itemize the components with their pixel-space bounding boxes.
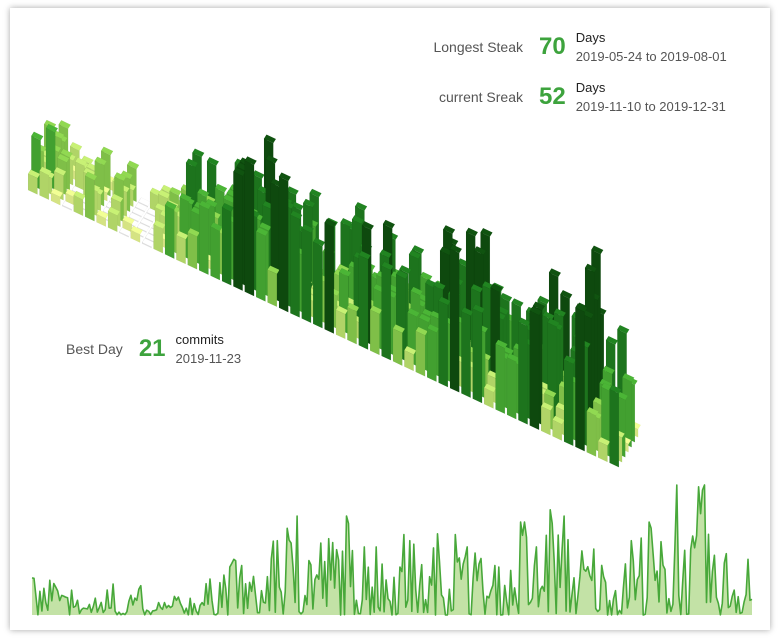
calendar-bar: [96, 209, 109, 227]
calendar-bar: [210, 221, 223, 281]
calendar-bar: [107, 206, 121, 233]
calendar-bar: [62, 200, 75, 211]
calendar-bar: [404, 345, 417, 372]
calendar-bar: [84, 171, 98, 222]
calendar-bar: [495, 339, 508, 415]
calendar-bar: [130, 225, 143, 243]
best-day-date: 2019-11-23: [175, 351, 242, 366]
calendar-bar: [255, 226, 269, 302]
calendar-bar: [586, 406, 599, 457]
longest-streak-range: 2019-05-24 to 2019-08-01: [575, 49, 727, 64]
commits-area-fill: [32, 485, 752, 615]
calendar-bar: [563, 354, 577, 447]
calendar-bar: [27, 168, 41, 195]
longest-streak-unit: Days: [575, 30, 606, 45]
calendar-bar: [449, 243, 463, 393]
calendar-bar: [335, 305, 349, 340]
calendar-bar: [483, 382, 497, 409]
longest-streak-label: Longest Steak: [433, 39, 523, 55]
calendar-bar: [461, 306, 474, 399]
calendar-bar: [198, 200, 212, 276]
calendar-bar: [233, 166, 246, 292]
calendar-bar: [143, 212, 156, 223]
calendar-bar: [164, 200, 178, 260]
calendar-bar: [244, 155, 257, 297]
calendar-bar: [369, 304, 383, 356]
calendar-bar: [138, 196, 151, 208]
calendar-bar: [518, 316, 531, 425]
calendar-bar: [153, 219, 166, 254]
isometric-calendar-chart: [27, 119, 641, 468]
calendar-bar: [392, 323, 406, 367]
calendar-bar: [94, 156, 107, 207]
calendar-bar: [426, 323, 440, 383]
calendar-bar: [176, 230, 189, 265]
calendar-bar: [415, 326, 428, 377]
calendar-bar: [552, 415, 565, 441]
calendar-bar: [267, 264, 280, 308]
contribution-chart-frame: Longest Steak 70 Days 2019-05-24 to 2019…: [10, 8, 770, 630]
calendar-bar: [50, 187, 64, 206]
commits-line: [31, 484, 753, 616]
calendar-bar: [290, 210, 303, 318]
calendar-bar: [122, 214, 135, 233]
longest-streak-stat: Longest Steak 70 Days 2019-05-24 to 2019…: [410, 30, 727, 64]
calendar-bar: [140, 217, 153, 228]
calendar-bar: [136, 222, 150, 233]
calendar-bar: [347, 302, 360, 345]
calendar-bar: [381, 261, 394, 361]
calendar-bar: [490, 282, 503, 399]
calendar-bar: [575, 302, 588, 452]
calendar-bar: [278, 171, 292, 313]
calendar-bar: [597, 436, 611, 463]
calendar-bar: [141, 237, 155, 249]
current-streak-stat: current Sreak 52 Days 2019-11-10 to 2019…: [410, 80, 726, 114]
best-day-stat: Best Day 21 commits 2019-11-23: [66, 332, 241, 366]
calendar-bar: [128, 211, 142, 223]
calendar-bar: [301, 223, 314, 324]
longest-streak-value: 70: [539, 33, 566, 60]
best-day-label: Best Day: [66, 341, 123, 357]
best-day-value: 21: [138, 335, 166, 362]
calendar-bar: [187, 227, 200, 270]
calendar-bar: [73, 190, 86, 217]
calendar-bar: [324, 217, 337, 334]
calendar-bar: [358, 250, 371, 350]
calendar-bar: [540, 401, 554, 436]
current-streak-value: 52: [539, 83, 566, 110]
current-streak-label: current Sreak: [438, 89, 523, 105]
calendar-bar: [438, 295, 451, 388]
best-day-unit: commits: [175, 332, 224, 347]
calendar-bar: [39, 166, 52, 201]
calendar-bar: [221, 202, 235, 286]
calendar-bar: [506, 352, 520, 420]
daily-commits-area-chart: [31, 484, 753, 616]
calendar-bar: [472, 303, 485, 404]
calendar-bar: [119, 226, 132, 238]
calendar-bar: [529, 305, 542, 431]
current-streak-unit: Days: [575, 80, 606, 95]
calendar-bar: [609, 384, 622, 468]
current-streak-range: 2019-11-10 to 2019-12-31: [575, 99, 726, 114]
calendar-bar: [312, 237, 326, 329]
